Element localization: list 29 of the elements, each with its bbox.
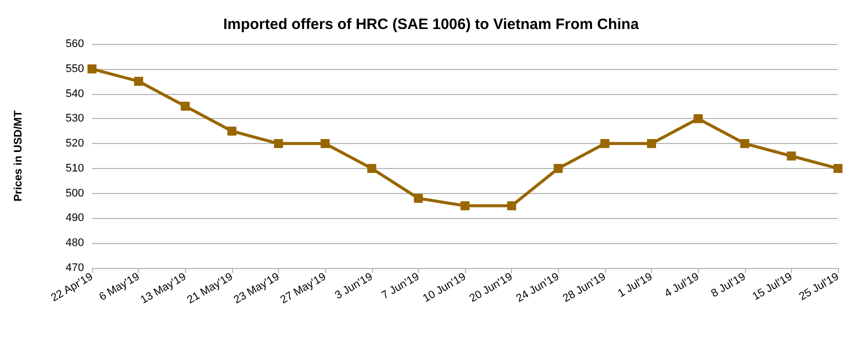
point [834, 164, 842, 173]
point [786, 152, 796, 160]
y-tick-label: 500 [66, 187, 84, 200]
y-tick-label: 470 [66, 262, 84, 274]
point [134, 76, 144, 86]
point [554, 164, 563, 173]
point [88, 64, 96, 74]
point [647, 139, 656, 148]
point [600, 139, 610, 148]
y-tick-label: 530 [66, 112, 84, 125]
y-tick-label: 510 [66, 162, 84, 174]
y-tick-label: 520 [66, 138, 84, 150]
y-tick-label: 480 [66, 237, 84, 250]
point [694, 114, 703, 124]
point [740, 139, 750, 148]
point [274, 139, 283, 148]
point [320, 139, 330, 148]
point [180, 102, 190, 111]
y-tick-label: 560 [66, 38, 84, 50]
y-tick-label: 490 [66, 212, 84, 224]
point [460, 201, 470, 210]
point [507, 201, 516, 210]
point [367, 164, 376, 173]
y-tick-label: 550 [66, 62, 84, 75]
point [414, 194, 423, 203]
chart-title: Imported offers of HRC (SAE 1006) to Vietnam From China [223, 16, 640, 33]
y-axis-title: Prices in USD/MT [12, 110, 24, 202]
point [227, 126, 236, 136]
y-tick-label: 540 [66, 88, 84, 100]
